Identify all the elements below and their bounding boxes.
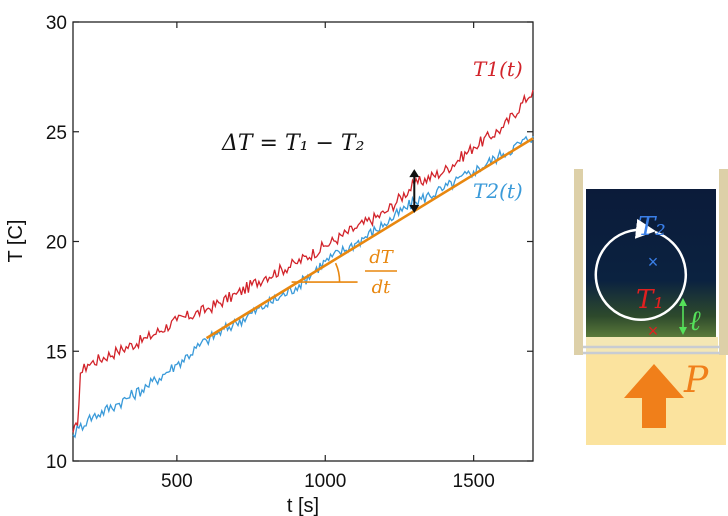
delta-t-arrow-head-top [409, 169, 420, 178]
ell-arrow-head-bottom [679, 327, 687, 335]
inset-ell-label: ℓ [689, 304, 701, 337]
series-line-t1 [72, 89, 534, 433]
series-label-t2: T2(t) [473, 179, 523, 203]
delta-t-arrow-head-bottom [409, 204, 420, 213]
y-tick-label: 25 [46, 123, 67, 144]
cell-wall-right [719, 169, 728, 355]
delta-t-arrow [409, 169, 420, 213]
fit-line [205, 137, 534, 340]
y-axis-label: T [C] [5, 220, 27, 263]
y-tick-label: 10 [46, 452, 67, 473]
slope-denominator: dt [372, 277, 392, 298]
fluid-layer [586, 189, 716, 337]
inset-t2-label: T₂ [638, 212, 666, 242]
x-tick-label: 1000 [304, 471, 346, 492]
ell-arrow-head-top [679, 298, 687, 306]
series-layer [72, 89, 534, 439]
y-tick-label: 15 [46, 342, 67, 363]
heater-plate [586, 337, 718, 353]
series-line-t2 [72, 135, 534, 439]
slope-numerator: dT [369, 247, 395, 268]
cell-wall-left [574, 169, 583, 355]
y-tick-label: 20 [46, 233, 67, 254]
convection-cell-illustration: T₂ × T₁ × ℓ P [574, 169, 728, 445]
inset-t1-label: T₁ [636, 285, 664, 315]
convection-loop [594, 218, 688, 321]
inset-p-label: P [683, 360, 709, 401]
power-arrow [624, 364, 684, 428]
delta-t-annotation: ΔT = T₁ − T₂ [221, 131, 364, 156]
y-tick-label: 30 [46, 13, 67, 34]
series-label-t1: T1(t) [473, 57, 523, 81]
plot-frame [72, 21, 534, 462]
ticks: 500 1000 1500 10 15 20 25 30 [46, 13, 533, 492]
inset-t2-cross: × [648, 252, 659, 272]
x-tick-label: 500 [161, 471, 193, 492]
slope-angle-mark [291, 262, 358, 283]
x-tick-label: 1500 [453, 471, 495, 492]
slope-arc [334, 262, 341, 283]
x-axis-label: t [s] [287, 495, 319, 516]
inset-t1-cross: × [648, 321, 659, 341]
